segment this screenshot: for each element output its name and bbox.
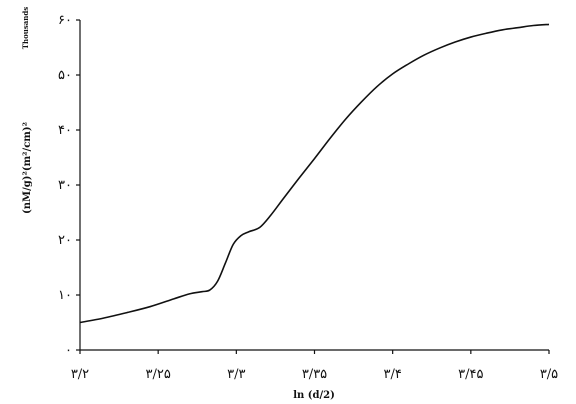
x-tick-label: ۳/۴۵ xyxy=(458,367,483,382)
x-tick-label: ۳/۳ xyxy=(227,367,245,382)
y-tick-label: ۰ xyxy=(65,343,72,358)
x-tick-label: ۳/۳۵ xyxy=(302,367,327,382)
scale-note: Thousands xyxy=(21,7,30,50)
x-axis-ticks: ۳/۲ ۳/۲۵ ۳/۳ ۳/۳۵ ۳/۴ ۳/۴۵ ۳/۵ xyxy=(71,350,558,382)
y-tick-label: ۴۰ xyxy=(58,123,72,138)
series-line xyxy=(79,23,550,324)
y-tick-label: ۱۰ xyxy=(58,288,72,303)
x-tick-label: ۳/۲۵ xyxy=(146,367,171,382)
y-tick-label: ۲۰ xyxy=(58,233,72,248)
y-axis-ticks: ۰ ۱۰ ۲۰ ۳۰ ۴۰ ۵۰ ۶۰ xyxy=(58,13,80,358)
chart-axes xyxy=(79,20,549,351)
x-axis-label: ln (d/2) xyxy=(293,390,335,401)
y-axis-label: (nM/g)²(m²/cm)² xyxy=(22,122,33,214)
x-tick-label: ۳/۲ xyxy=(71,367,89,382)
x-tick-label: ۳/۴ xyxy=(383,367,401,382)
series-layer xyxy=(79,23,550,324)
y-tick-label: ۶۰ xyxy=(58,13,72,28)
x-tick-label: ۳/۵ xyxy=(540,367,558,382)
y-tick-label: ۳۰ xyxy=(58,178,72,193)
y-tick-label: ۵۰ xyxy=(58,68,72,83)
